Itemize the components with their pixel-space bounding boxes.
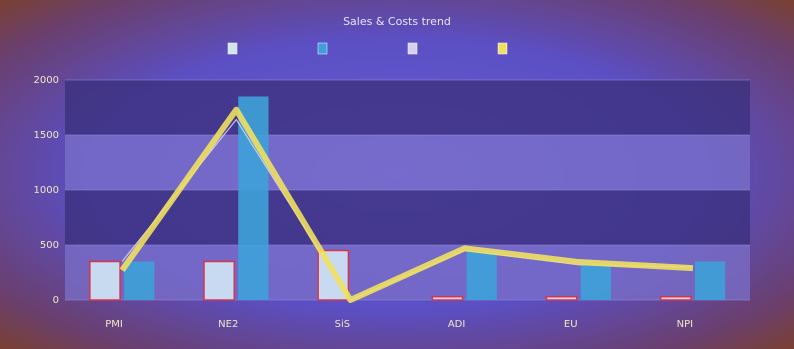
x-tick-label: NPI: [677, 319, 693, 330]
chart-title: Sales & Costs trend: [343, 15, 451, 28]
y-tick-label: 1000: [34, 185, 59, 196]
x-tick-label: ADI: [448, 319, 466, 330]
bar: [545, 295, 578, 301]
legend-swatch: [407, 42, 418, 55]
plot-band: [65, 135, 750, 190]
legend-swatch: [497, 42, 508, 55]
x-tick-label: PMI: [105, 319, 123, 330]
bar: [659, 295, 692, 301]
bar: [580, 264, 611, 300]
y-tick-label: 500: [40, 240, 59, 251]
line: [119, 106, 694, 303]
bar: [124, 261, 155, 300]
x-tick-label: EU: [564, 319, 578, 330]
legend-swatch: [317, 42, 328, 55]
y-tick-label: 0: [53, 295, 59, 306]
plot-band: [65, 80, 750, 135]
bar: [431, 295, 464, 301]
y-tick-label: 2000: [34, 75, 59, 86]
legend-swatch: [227, 42, 238, 55]
bar: [238, 96, 269, 300]
bar: [203, 260, 235, 301]
bar: [466, 250, 497, 300]
y-tick-label: 1500: [34, 130, 59, 141]
x-tick-label: NE2: [218, 319, 238, 330]
x-tick-label: SiS: [335, 319, 350, 330]
bar: [89, 260, 121, 301]
plot-band: [65, 190, 750, 245]
bar: [694, 261, 726, 300]
